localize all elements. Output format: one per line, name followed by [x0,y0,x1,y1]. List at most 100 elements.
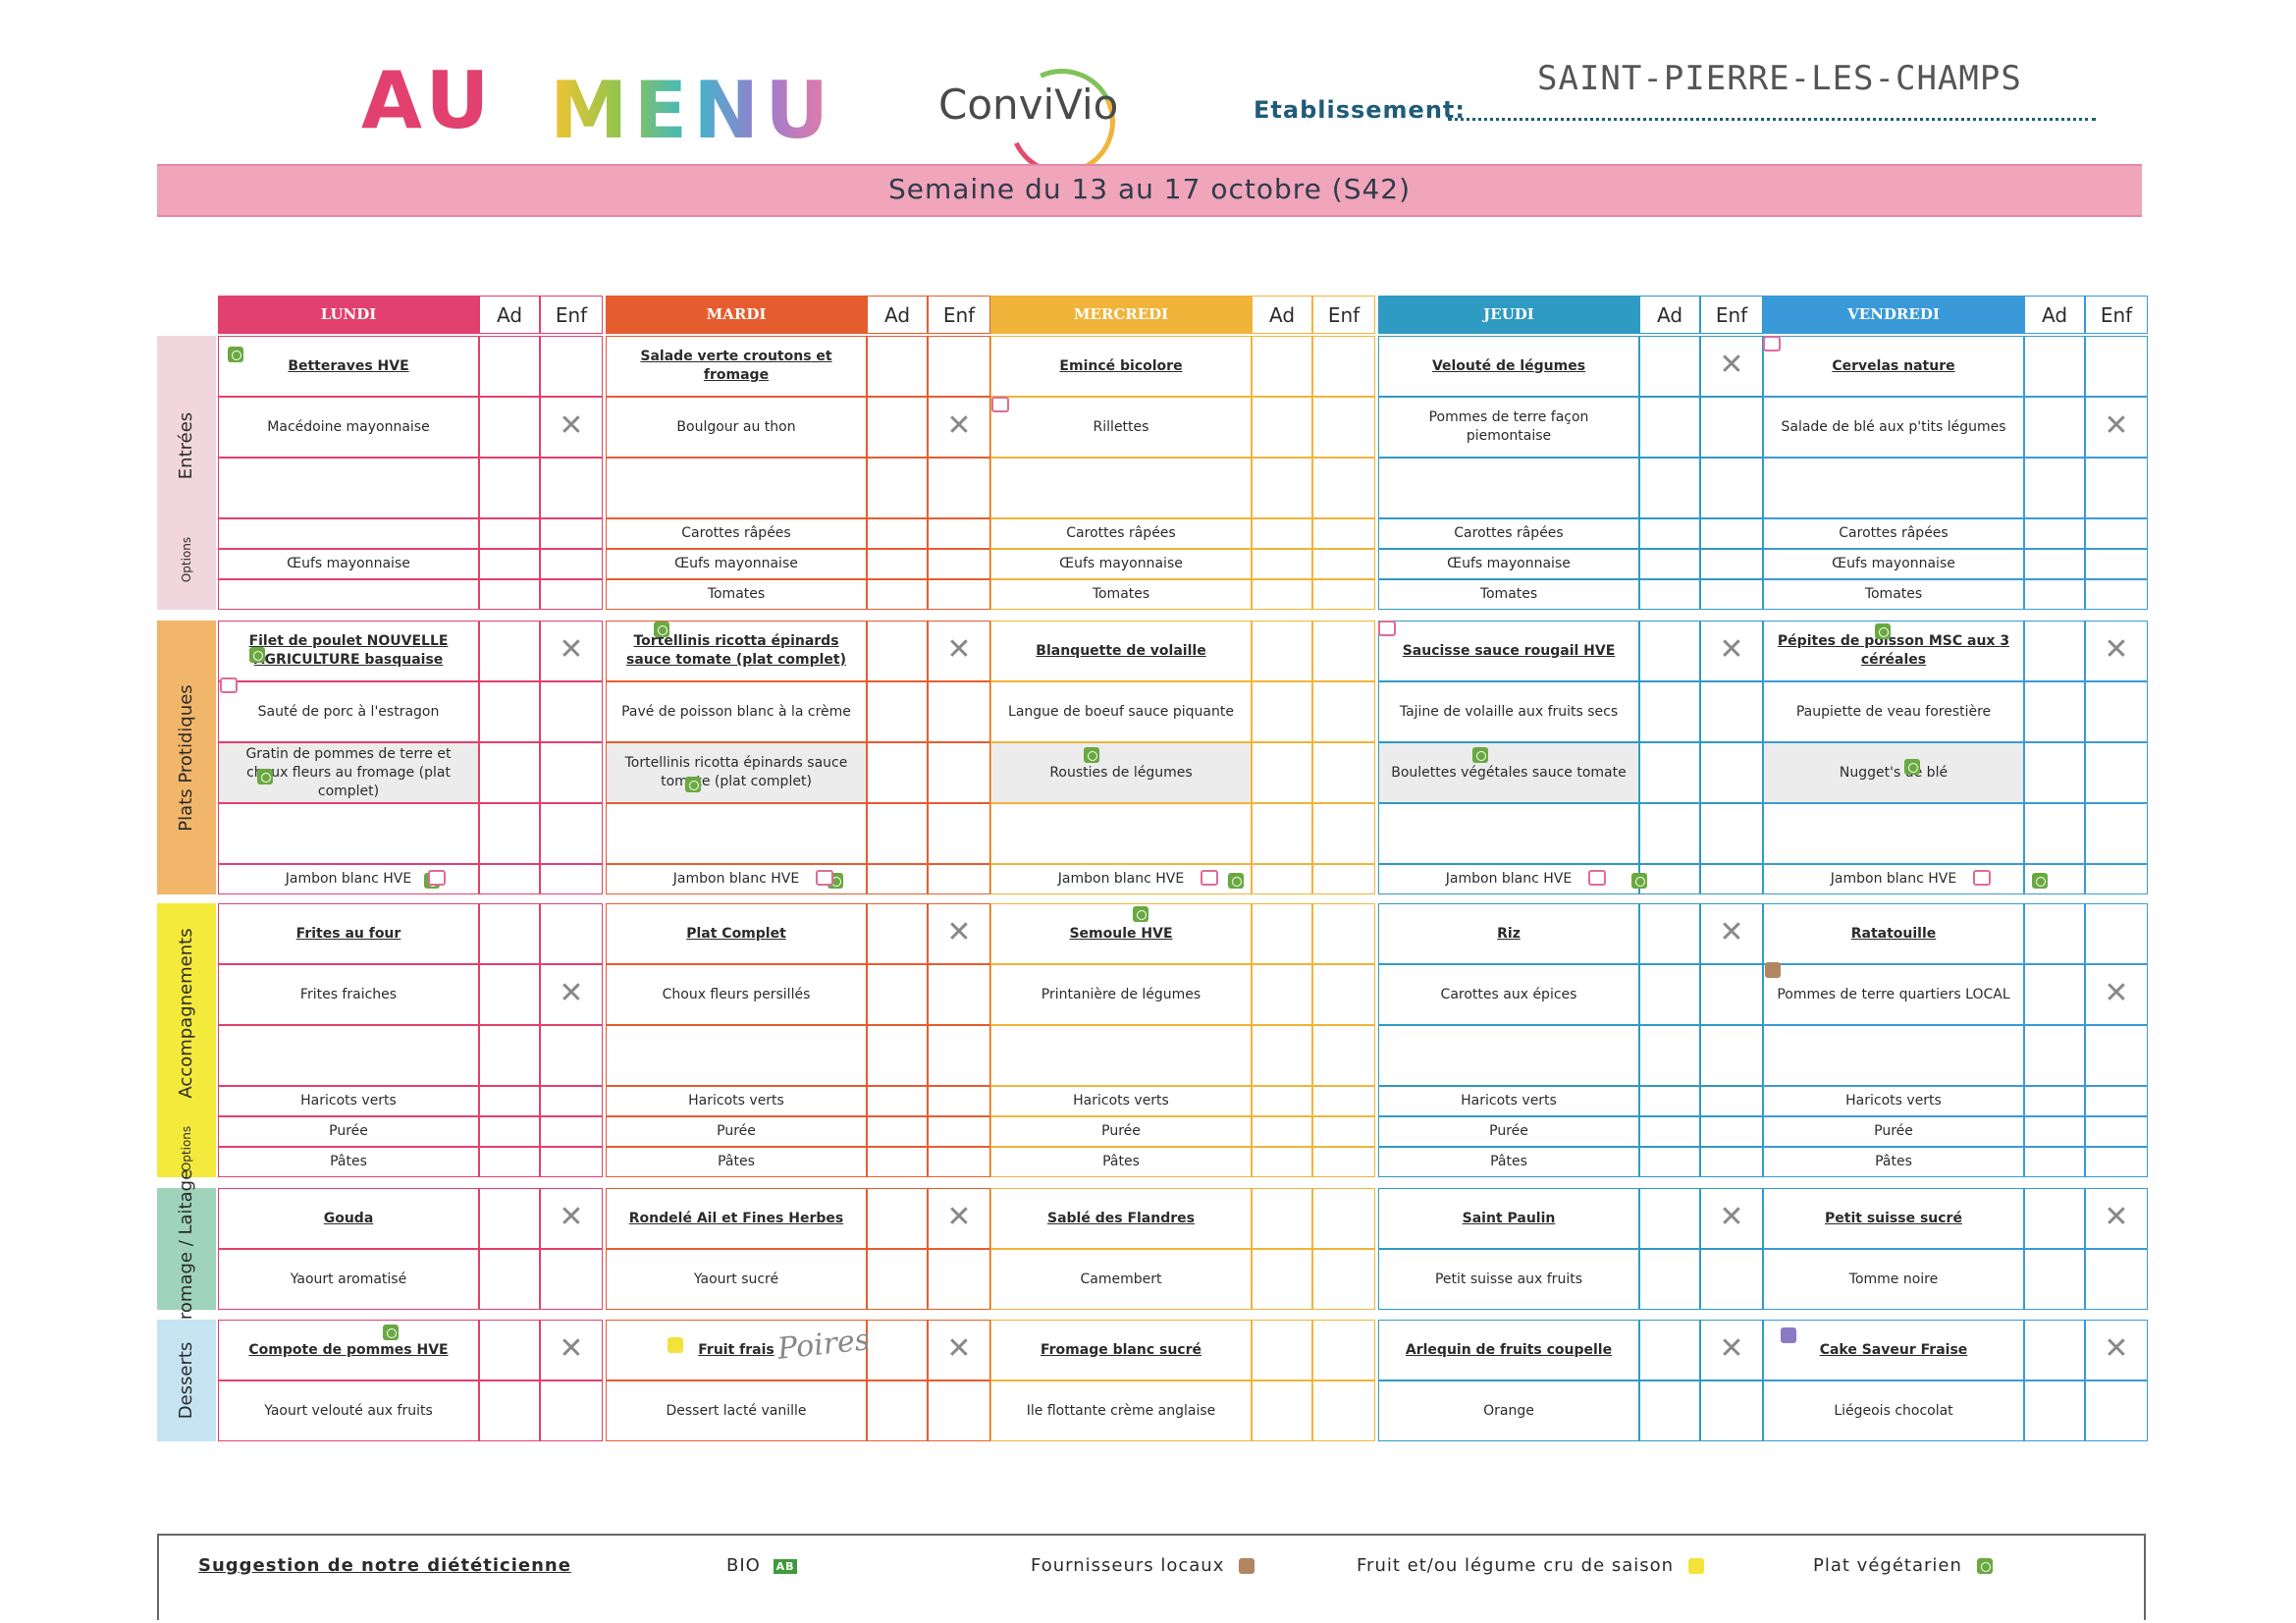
section-title-fromage: Fromage / Laitage [176,1168,196,1329]
accomp-mercredi-enf-cell [1312,1025,1375,1086]
accomp-dish: Semoule HVE [1069,925,1173,942]
handwritten-x-mark: ✕ [559,632,584,667]
entrees-lundi-row2: Macédoine mayonnaise [218,397,479,458]
desserts-mercredi-enf-cell [1312,1320,1375,1380]
entrees-vendredi-enf-cell [2085,336,2148,397]
accomp-lundi-ad-cell [479,1086,540,1116]
vegetarian-icon [383,1324,399,1340]
entrees-mercredi-enf-cell [1312,549,1375,579]
entrees-mardi-ad-cell [867,397,928,458]
handwritten-x-mark: ✕ [1719,348,1744,382]
fromage-vendredi-row2: Tomme noire [1763,1249,2024,1310]
accomp-jeudi-ad-cell [1639,1025,1700,1086]
entrees-dish: Betteraves HVE [288,357,409,374]
handwritten-x-mark: ✕ [1719,1200,1744,1234]
accomp-dish: Pâtes [1102,1154,1140,1169]
entrees-lundi-row5: Œufs mayonnaise [218,549,479,579]
accomp-mardi-enf-cell [928,1025,990,1086]
enf-header-mardi: Enf [928,296,990,334]
pork-free-icon [991,397,1009,412]
plats-dish: Jambon blanc HVE [1057,871,1185,887]
ad-header-lundi: Ad [479,296,540,334]
accomp-lundi-enf-cell [540,1086,603,1116]
desserts-mardi-ad-cell [867,1320,928,1380]
desserts-vendredi-ad-cell [2024,1320,2085,1380]
plats-dish: Blanquette de volaille [1036,642,1206,659]
accomp-lundi-row5: Purée [218,1116,479,1147]
accomp-dish: Pâtes [330,1154,367,1169]
entrees-jeudi-row4: Carottes râpées [1378,518,1639,549]
desserts-mercredi-row2: Ile flottante crème anglaise [990,1380,1252,1441]
plats-mercredi-row2: Langue de boeuf sauce piquante [990,681,1252,742]
fromage-jeudi-enf-cell [1700,1188,1763,1249]
plats-vendredi-ad-cell [2024,803,2085,864]
accomp-mardi-ad-cell [867,1116,928,1147]
entrees-jeudi-enf-cell [1700,518,1763,549]
fromage-lundi-enf-cell [540,1188,603,1249]
desserts-jeudi-ad-cell [1639,1380,1700,1441]
plats-dish: Tortellinis ricotta épinards sauce tomat… [624,755,848,789]
plats-lundi-enf-cell [540,681,603,742]
accomp-lundi-ad-cell [479,903,540,964]
entrees-mardi-row5: Œufs mayonnaise [606,549,867,579]
accomp-jeudi-ad-cell [1639,1147,1700,1177]
entrees-lundi-enf-cell [540,518,603,549]
fromage-mardi-row1: Rondelé Ail et Fines Herbes [606,1188,867,1249]
desserts-lundi-ad-cell [479,1380,540,1441]
bio-icon: AB [773,1558,798,1574]
pork-free-icon [1588,870,1606,886]
accomp-mercredi-row1: Semoule HVE [990,903,1252,964]
desserts-jeudi-enf-cell [1700,1380,1763,1441]
plats-jeudi-ad-cell [1639,803,1700,864]
plats-mercredi-row1: Blanquette de volaille [990,621,1252,681]
vegetarian-icon [2032,872,2048,889]
entrees-jeudi-ad-cell [1639,336,1700,397]
handwritten-x-mark: ✕ [2104,632,2129,667]
plats-mercredi-ad-cell [1252,864,1312,894]
ad-header-mercredi: Ad [1252,296,1312,334]
entrees-mardi-ad-cell [867,579,928,610]
accomp-vendredi-ad-cell [2024,1086,2085,1116]
plats-mardi-row2: Pavé de poisson blanc à la crème [606,681,867,742]
fromage-lundi-enf-cell [540,1249,603,1310]
fromage-jeudi-ad-cell [1639,1249,1700,1310]
accomp-mardi-enf-cell [928,1116,990,1147]
plats-dish: Rousties de légumes [1049,764,1193,781]
accomp-mardi-ad-cell [867,903,928,964]
accomp-mercredi-enf-cell [1312,903,1375,964]
menu-grid: LUNDI Ad Enf MARDI Ad Enf MERCREDI Ad Enf JEUDI Ad… [0,0,2296,1441]
accomp-dish: Purée [1874,1123,1913,1139]
accomp-mercredi-enf-cell [1312,1086,1375,1116]
plats-jeudi-row4 [1378,803,1639,864]
plats-lundi-ad-cell [479,742,540,803]
accomp-dish: Pâtes [1490,1154,1527,1169]
entrees-vendredi-ad-cell [2024,458,2085,518]
accomp-dish: Purée [1101,1123,1141,1139]
accomp-dish: Printanière de légumes [1041,986,1201,1002]
plats-vendredi-enf-cell [2085,864,2148,894]
accomp-mercredi-row5: Purée [990,1116,1252,1147]
handwritten-x-mark: ✕ [946,632,972,667]
plats-vendredi-enf-cell [2085,681,2148,742]
entrees-jeudi-enf-cell [1700,579,1763,610]
title-menu-text: MENU [550,65,835,156]
plats-mardi-enf-cell [928,864,990,894]
entrees-mardi-row3 [606,458,867,518]
accomp-mercredi-enf-cell [1312,1147,1375,1177]
plats-dish: Langue de boeuf sauce piquante [1008,703,1234,720]
accomp-lundi-enf-cell [540,964,603,1025]
entrees-mercredi-row2: Rillettes [990,397,1252,458]
entrees-mercredi-row6: Tomates [990,579,1252,610]
plats-jeudi-enf-cell [1700,864,1763,894]
entrees-vendredi-row1: Cervelas nature [1763,336,2024,397]
enf-header-vendredi: Enf [2085,296,2148,334]
plats-jeudi-enf-cell [1700,681,1763,742]
entrees-vendredi-ad-cell [2024,397,2085,458]
accomp-lundi-row4: Haricots verts [218,1086,479,1116]
plats-mardi-row1: Tortellinis ricotta épinards sauce tomat… [606,621,867,681]
fromage-lundi-row2: Yaourt aromatisé [218,1249,479,1310]
plats-mardi-row3: Tortellinis ricotta épinards sauce tomat… [606,742,867,803]
local-supplier-icon [1765,962,1781,978]
vegetarian-icon [257,768,273,784]
pork-free-icon [1201,870,1218,886]
